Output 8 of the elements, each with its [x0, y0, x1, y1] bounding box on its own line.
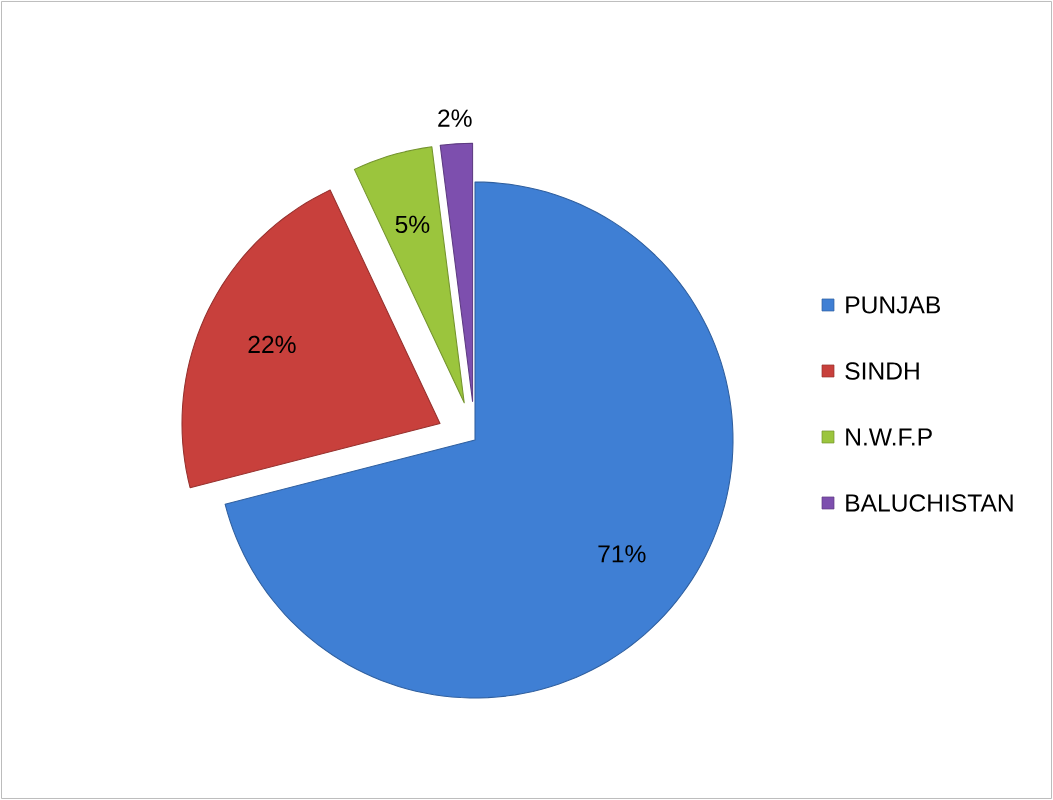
data-label: 71% — [598, 545, 646, 563]
legend-label: SINDH — [845, 362, 919, 380]
legend-label: N.W.F.P — [846, 428, 932, 446]
data-label: 22% — [248, 335, 296, 354]
legend-label: PUNJAB — [846, 296, 940, 314]
data-label: 5% — [395, 215, 430, 234]
legend-label: BALUCHISTAN — [846, 494, 1013, 512]
data-label: 2% — [438, 109, 472, 127]
